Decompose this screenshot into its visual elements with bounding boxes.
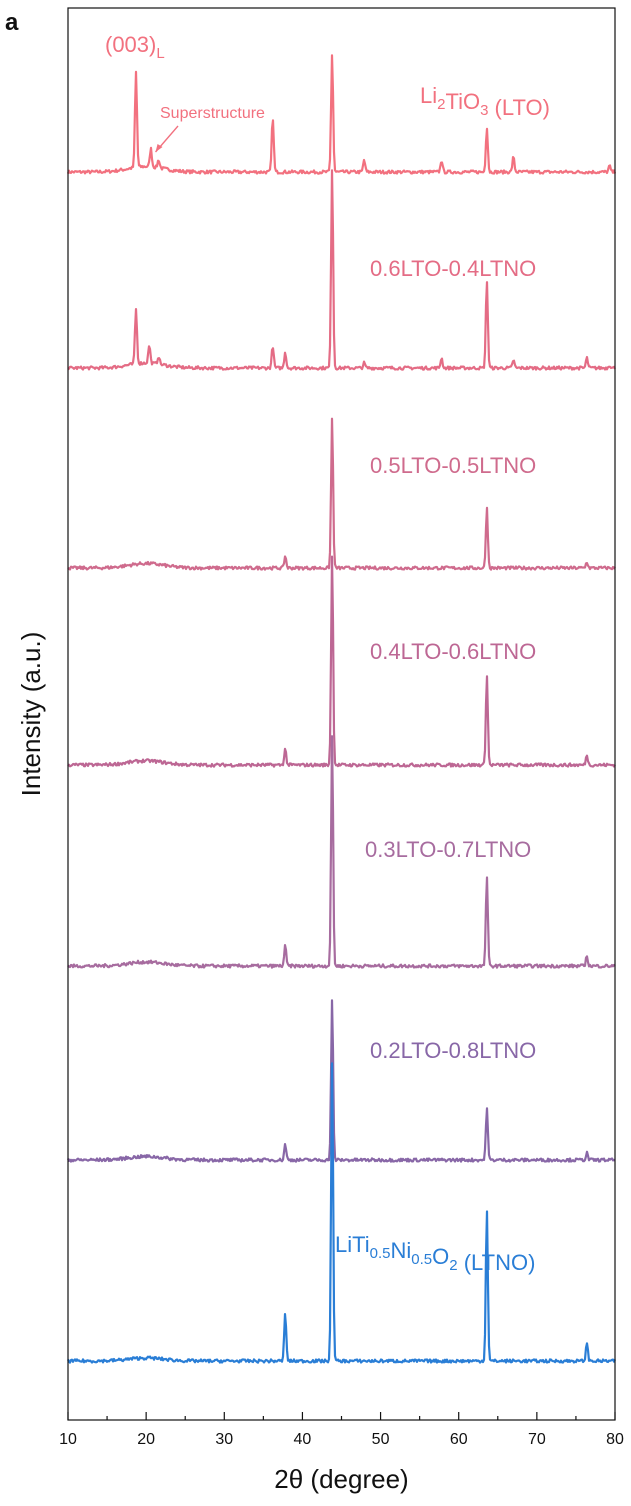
x-tick-label: 60 — [450, 1431, 468, 1448]
annotation-003: (003)L — [105, 32, 165, 62]
series-line-0 — [66, 54, 617, 175]
series-labels-group: Li2TiO3 (LTO) 0.6LTO-0.4LTNO 0.5LTO-0.5LTN… — [335, 83, 550, 1275]
series-line-5 — [66, 999, 616, 1163]
x-tick-label: 30 — [215, 1431, 233, 1448]
series-label-2: 0.5LTO-0.5LTNO — [370, 453, 536, 478]
traces-group — [66, 54, 617, 1364]
series-line-2 — [67, 417, 616, 571]
annotation-arrowhead — [155, 144, 163, 152]
x-axis-title: 2θ (degree) — [274, 1464, 408, 1494]
x-tick-label: 80 — [606, 1431, 624, 1448]
x-tick-label: 20 — [137, 1431, 155, 1448]
y-axis-title: Intensity (a.u.) — [16, 632, 46, 797]
x-axis-ticks: 10 20 30 40 50 60 70 80 — [59, 1412, 624, 1448]
series-line-3 — [67, 555, 616, 768]
panel-letter: a — [5, 9, 19, 36]
annotations-group: (003)L Superstructure — [105, 32, 265, 153]
series-line-4 — [67, 735, 616, 969]
series-line-6 — [67, 1062, 617, 1364]
x-tick-label: 10 — [59, 1431, 77, 1448]
series-label-3: 0.4LTO-0.6LTNO — [370, 639, 536, 664]
series-label-6: LiTi0.5Ni0.5O2 (LTNO) — [335, 1232, 535, 1275]
series-label-4: 0.3LTO-0.7LTNO — [365, 837, 531, 862]
annotation-superstructure: Superstructure — [160, 105, 265, 122]
series-label-1: 0.6LTO-0.4LTNO — [370, 256, 536, 281]
x-tick-label: 70 — [528, 1431, 546, 1448]
series-label-5: 0.2LTO-0.8LTNO — [370, 1038, 536, 1063]
series-label-0: Li2TiO3 (LTO) — [420, 83, 550, 120]
series-line-1 — [67, 169, 616, 371]
x-tick-label: 40 — [294, 1431, 312, 1448]
plot-frame — [67, 7, 616, 1421]
x-tick-label: 50 — [372, 1431, 390, 1448]
